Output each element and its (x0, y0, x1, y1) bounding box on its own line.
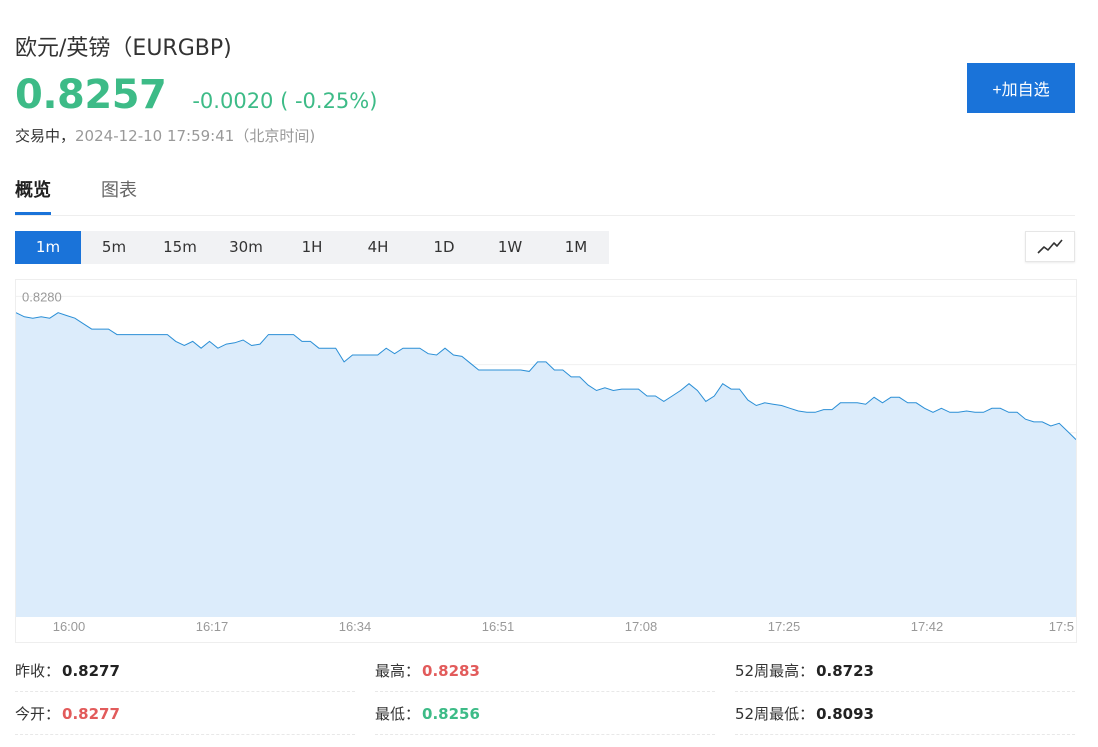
period-1d[interactable]: 1D (433, 238, 455, 256)
tab-overview[interactable]: 概览 (15, 176, 51, 215)
tab-chart[interactable]: 图表 (101, 180, 137, 201)
chart-type-toggle-button[interactable] (1025, 231, 1075, 262)
x-tick-label: 16:00 (53, 619, 86, 634)
stat-value: 0.8723 (816, 661, 874, 680)
period-1h[interactable]: 1H (301, 238, 323, 256)
tab-bar: 概览 图表 (15, 176, 1075, 216)
line-chart-icon (1037, 238, 1063, 254)
stat-label: 52周最低： (735, 705, 815, 723)
period-selector: 1m 5m 15m 30m 1H 4H 1D 1W 1M (15, 231, 609, 264)
price-row: 0.8257 -0.0020 ( -0.25%) (15, 72, 377, 118)
stat-label: 昨收： (15, 662, 61, 680)
stat-high: 最高： 0.8283 (375, 650, 715, 692)
x-tick-label: 17:25 (768, 619, 801, 634)
x-tick-label: 17:42 (911, 619, 944, 634)
stat-52w-low: 52周最低： 0.8093 (735, 693, 1075, 735)
page-title: 欧元/英镑（EURGBP) (15, 36, 232, 61)
stat-label: 今开： (15, 705, 61, 723)
price-chart-svg: 0.82800.82750.82700.82650.826016:0016:17… (16, 289, 1076, 634)
stat-open: 今开： 0.8277 (15, 693, 355, 735)
x-tick-label: 17:08 (625, 619, 658, 634)
price-area (16, 312, 1076, 617)
stat-label: 最低： (375, 705, 421, 723)
period-15m[interactable]: 15m (163, 238, 197, 256)
quote-timestamp: 2024-12-10 17:59:41（北京时间) (75, 127, 316, 145)
x-tick-label: 16:17 (196, 619, 229, 634)
stat-prev-close: 昨收： 0.8277 (15, 650, 355, 692)
stat-value: 0.8277 (62, 661, 120, 680)
add-to-watchlist-button[interactable]: +加自选 (967, 63, 1075, 113)
market-status: 交易中，2024-12-10 17:59:41（北京时间) (15, 125, 315, 146)
stat-52w-high: 52周最高： 0.8723 (735, 650, 1075, 692)
stat-label: 52周最高： (735, 662, 815, 680)
current-price: 0.8257 (15, 72, 167, 118)
intraday-chart: 0.82800.82750.82700.82650.826016:0016:17… (15, 279, 1077, 643)
price-change: -0.0020 ( -0.25%) (192, 89, 378, 113)
price-line (16, 312, 1076, 440)
stat-value: 0.8283 (422, 661, 480, 680)
period-4h[interactable]: 4H (367, 238, 389, 256)
stat-value: 0.8256 (422, 704, 480, 723)
y-tick-label: 0.8280 (22, 289, 62, 304)
period-1w[interactable]: 1W (497, 238, 523, 256)
x-tick-label: 17:5 (1049, 619, 1074, 634)
trading-status-label: 交易中， (15, 127, 76, 145)
period-1m[interactable]: 1m (15, 231, 81, 264)
period-1mo[interactable]: 1M (564, 238, 588, 256)
x-tick-label: 16:34 (339, 619, 372, 634)
x-tick-label: 16:51 (482, 619, 515, 634)
stat-low: 最低： 0.8256 (375, 693, 715, 735)
stat-label: 最高： (375, 662, 421, 680)
period-30m[interactable]: 30m (229, 238, 263, 256)
period-5m[interactable]: 5m (101, 238, 127, 256)
stat-value: 0.8277 (62, 704, 120, 723)
stat-value: 0.8093 (816, 704, 874, 723)
